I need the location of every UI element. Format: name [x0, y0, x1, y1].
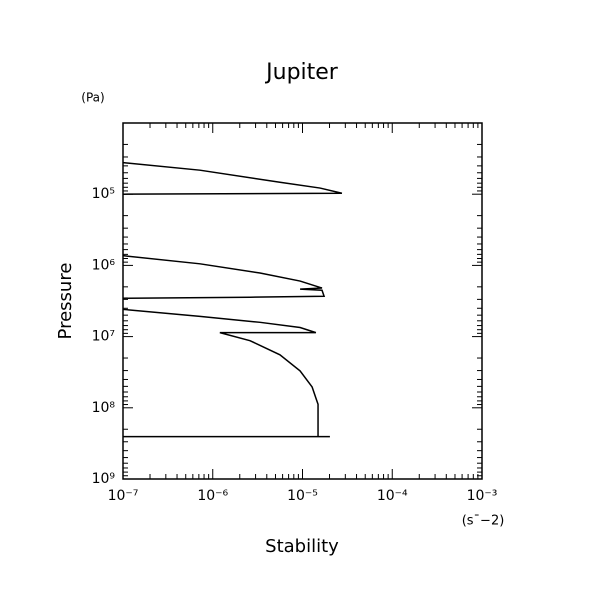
- y-unit: (Pa): [81, 91, 104, 105]
- x-tick-label: 10⁻³: [467, 488, 498, 504]
- x-unit: (s¯−2): [462, 514, 505, 529]
- x-axis-label: Stability: [265, 536, 339, 557]
- y-tick-label: 10⁶: [92, 257, 116, 273]
- x-tick-label: 10⁻⁴: [377, 488, 408, 504]
- y-axis-label: Pressure: [55, 263, 76, 340]
- y-tick-label: 10⁹: [92, 471, 116, 487]
- chart-title: Jupiter: [264, 60, 339, 85]
- x-tick-label: 10⁻⁷: [108, 488, 139, 504]
- y-tick-label: 10⁵: [92, 186, 115, 202]
- data-line: [123, 161, 343, 438]
- x-tick-label: 10⁻⁵: [287, 488, 318, 504]
- y-tick-label: 10⁸: [92, 400, 116, 416]
- y-tick-label: 10⁷: [92, 329, 115, 345]
- x-tick-label: 10⁻⁶: [197, 488, 228, 504]
- plot-frame: [122, 122, 483, 480]
